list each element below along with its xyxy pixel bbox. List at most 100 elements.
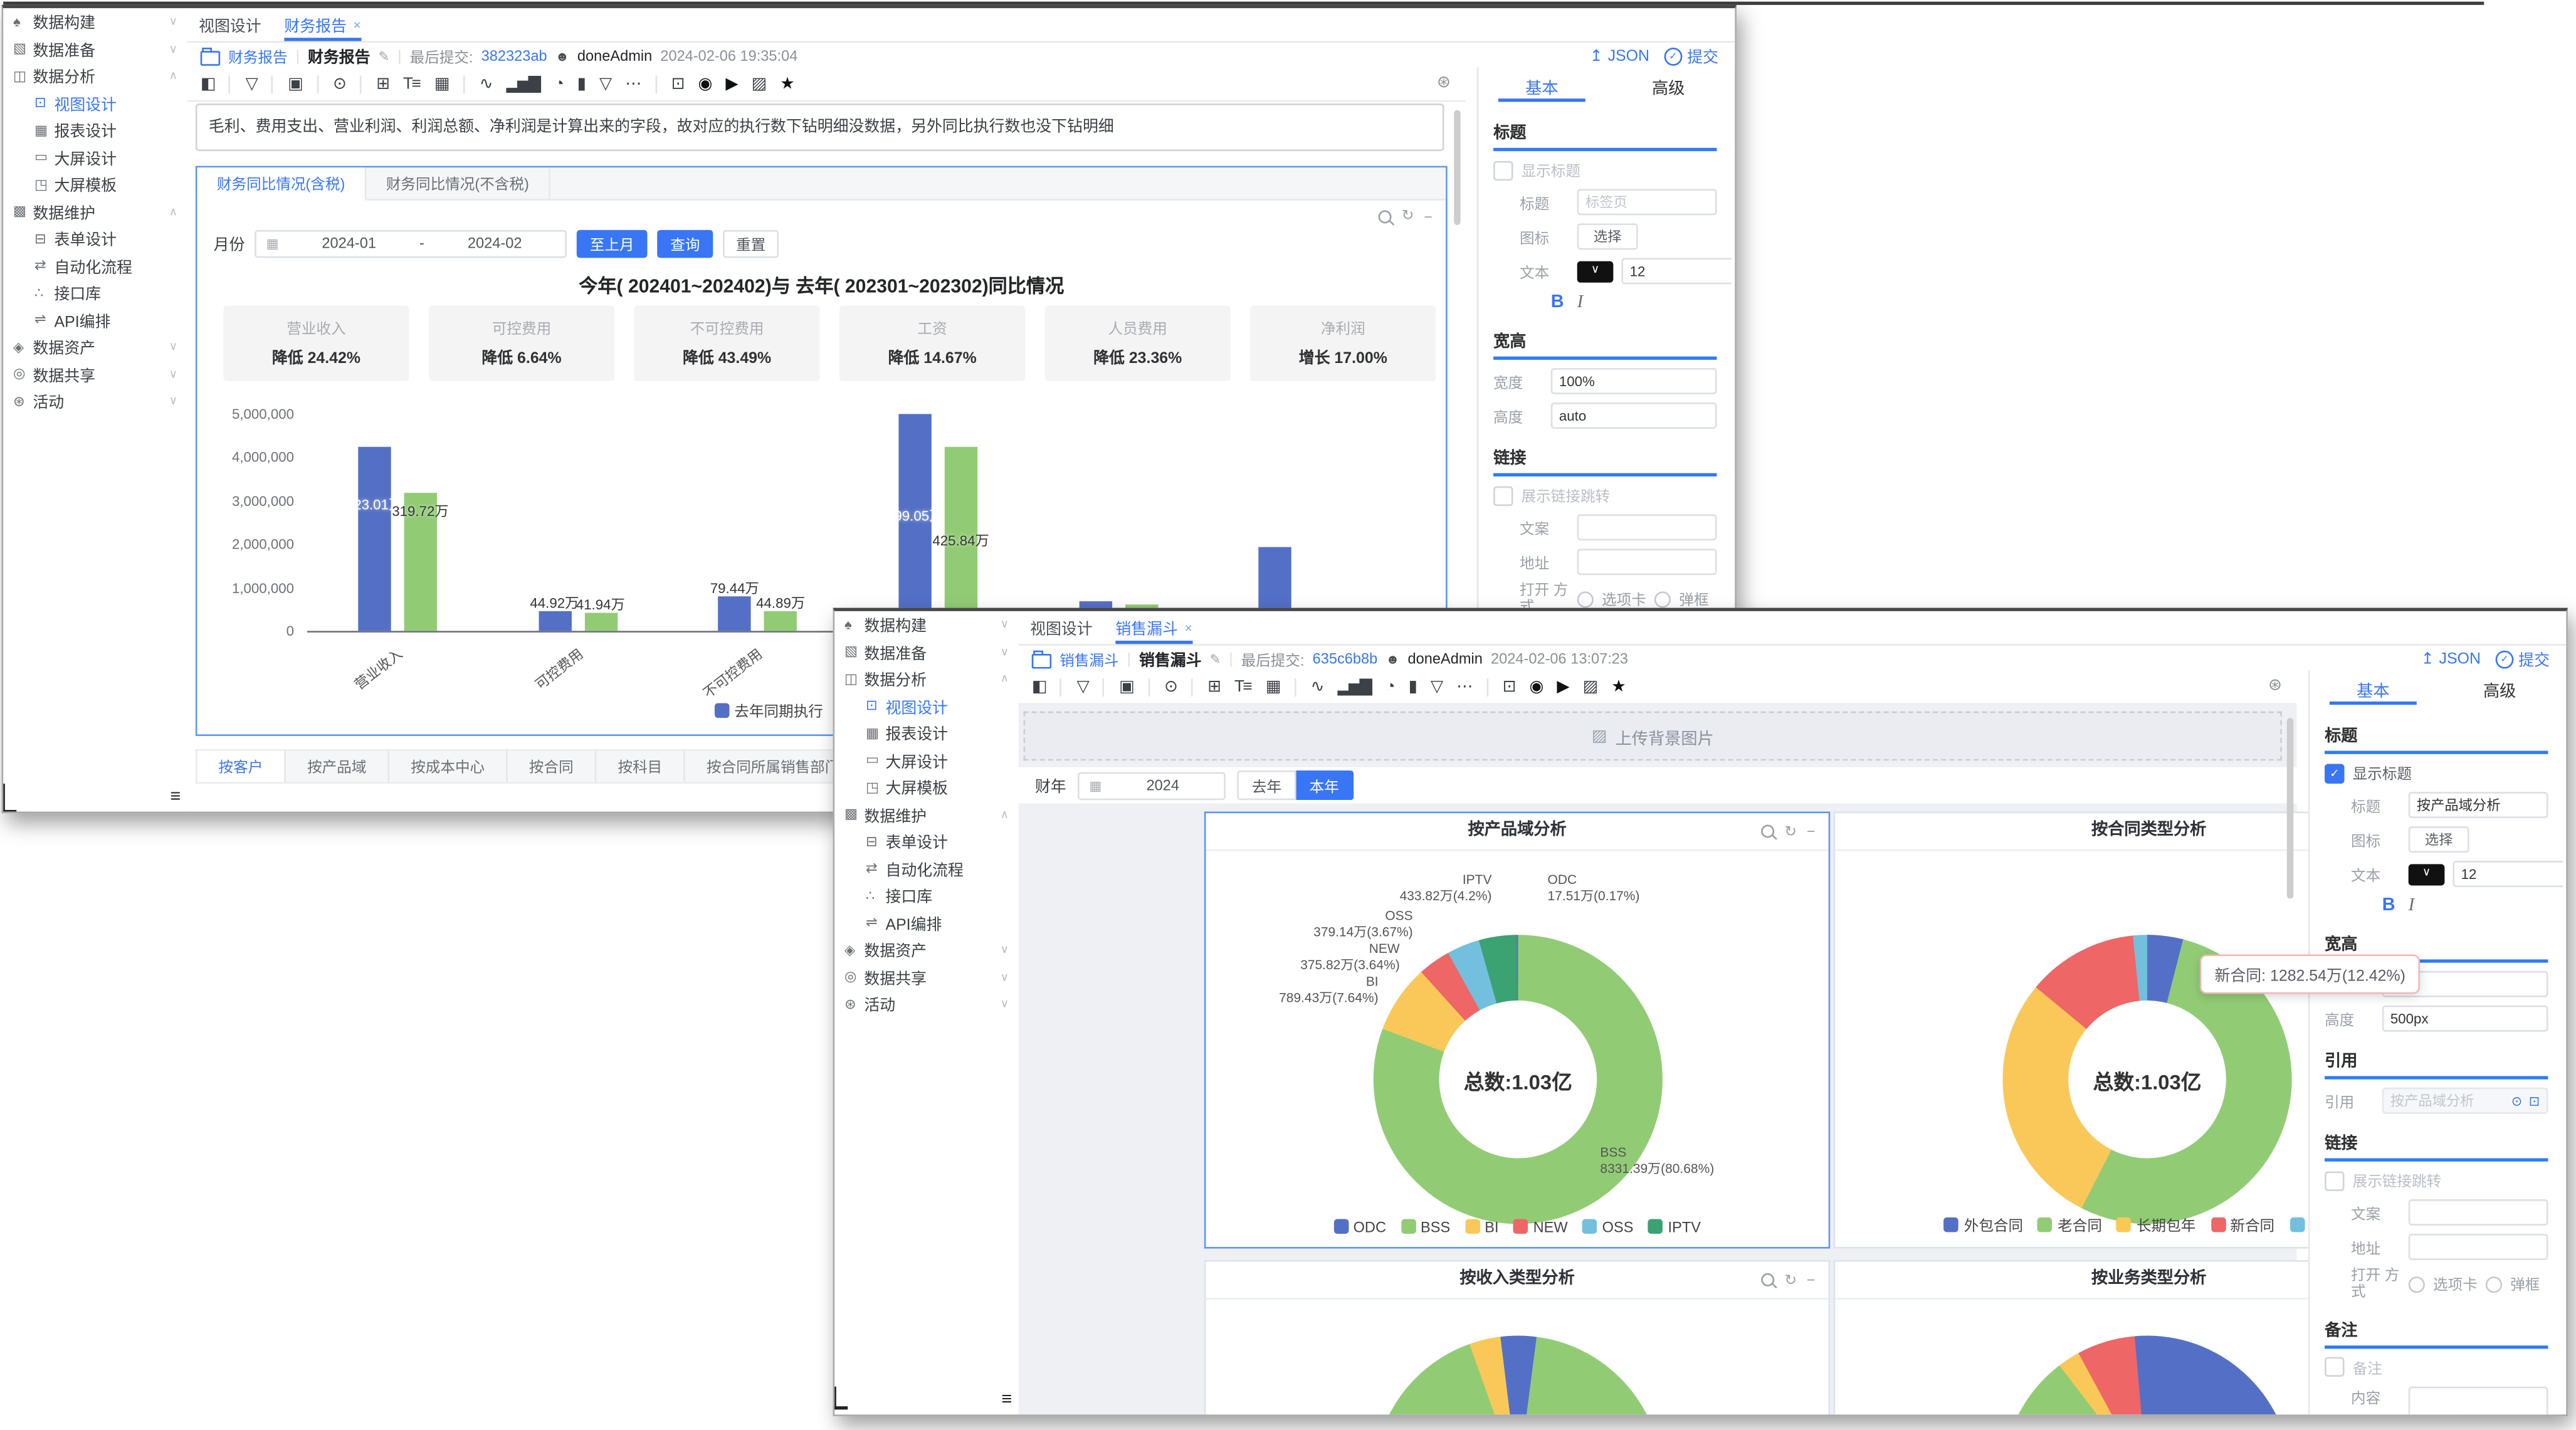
bar-营业收入-0[interactable] xyxy=(357,447,391,631)
zoom-icon[interactable] xyxy=(1761,1273,1775,1286)
favorite-icon[interactable]: ★ xyxy=(780,75,794,93)
collapse-icon[interactable]: − xyxy=(1806,823,1816,840)
reference-input[interactable]: 按产品域分析 ⊙ ⊡ xyxy=(2382,1087,2548,1114)
legend-item[interactable]: NEW xyxy=(1513,1219,1568,1236)
width-input[interactable] xyxy=(1550,368,1717,394)
bar-可控费用-0[interactable] xyxy=(538,611,571,631)
dimension-tab[interactable]: 按合同所属销售部门 xyxy=(685,750,863,782)
close-tab-icon[interactable]: × xyxy=(353,17,361,33)
card-income-type[interactable]: 按收入类型分析 ↻ − xyxy=(1204,1259,1831,1415)
funnel-icon[interactable]: ▽ xyxy=(599,75,612,93)
breadcrumb-folder[interactable]: 销售漏斗 xyxy=(1059,651,1119,668)
legend-item[interactable]: BSS xyxy=(1401,1219,1450,1236)
sidebar-item[interactable]: ⇌ API编排 xyxy=(834,909,1019,936)
chevron-icon[interactable]: ∨ xyxy=(169,16,178,29)
chevron-icon[interactable]: ∨ xyxy=(1000,999,1009,1011)
legend-item[interactable]: 长期包年 xyxy=(2116,1214,2195,1236)
height-input[interactable] xyxy=(2382,1005,2548,1032)
breadcrumb-folder[interactable]: 财务报告 xyxy=(228,48,288,65)
edit-icon[interactable]: ⊡ xyxy=(2528,1093,2540,1108)
reset-button[interactable]: 重置 xyxy=(723,229,779,258)
blocks-icon[interactable]: ▦ xyxy=(1265,677,1281,696)
gear-icon[interactable]: ⊛ xyxy=(1436,73,1451,92)
bar-不可控费用-1[interactable] xyxy=(764,611,797,631)
business-type-pie[interactable] xyxy=(2002,1335,2292,1415)
stat-card[interactable]: 净利润 增长 17.00% xyxy=(1250,305,1436,381)
sidebar-item[interactable]: ∴ 接口库 xyxy=(3,279,187,306)
sidebar-item[interactable]: ◎ 数据共享 ∨ xyxy=(834,964,1019,991)
legend-item[interactable]: IPTV xyxy=(1648,1219,1701,1236)
sidebar-item[interactable]: ◫ 数据分析 ∧ xyxy=(834,665,1019,692)
chevron-icon[interactable]: ∨ xyxy=(169,44,178,56)
play-icon[interactable]: ▶ xyxy=(725,75,738,93)
refresh-icon[interactable]: ↻ xyxy=(1784,822,1797,839)
bar-chart-icon[interactable]: ▂▅▇ xyxy=(1337,677,1372,696)
legend-item[interactable]: OSS xyxy=(1582,1219,1634,1236)
more-icon[interactable]: ⋯ xyxy=(625,75,641,93)
collapse-icon[interactable]: − xyxy=(1806,1271,1816,1288)
chevron-icon[interactable]: ∨ xyxy=(1000,972,1009,984)
italic-button[interactable]: I xyxy=(2408,895,2415,915)
sidebar-item[interactable]: ⇄ 自动化流程 xyxy=(834,855,1019,882)
link-icon[interactable]: ⊙ xyxy=(316,75,347,93)
tab-view-design[interactable]: 视图设计 xyxy=(199,18,261,36)
sidebar-item[interactable]: ⊟ 表单设计 xyxy=(3,225,187,252)
sidebar-item[interactable]: ▧ 数据准备 ∨ xyxy=(834,638,1019,665)
font-color-select[interactable]: ∨ xyxy=(1577,260,1614,282)
text-icon[interactable]: T≡ xyxy=(403,75,421,93)
legend-item[interactable]: BI xyxy=(1464,1219,1499,1236)
export-json-button[interactable]: ↥ JSON xyxy=(1589,46,1649,65)
panel-tab-basic[interactable]: 基本 xyxy=(1478,67,1605,102)
chevron-icon[interactable]: ∧ xyxy=(169,206,178,218)
play-icon[interactable]: ▶ xyxy=(1557,677,1569,696)
chevron-icon[interactable]: ∨ xyxy=(169,369,178,381)
title-input[interactable] xyxy=(2408,792,2548,819)
sidebar-item[interactable]: ∴ 接口库 xyxy=(834,882,1019,909)
sidebar-item[interactable]: ◳ 大屏模板 xyxy=(834,774,1019,801)
chevron-icon[interactable]: ∧ xyxy=(1000,809,1009,821)
query-button[interactable]: 查询 xyxy=(657,229,713,258)
dimension-tab[interactable]: 按产品域 xyxy=(286,750,390,782)
stat-card[interactable]: 不可控费用 降低 43.49% xyxy=(634,305,820,381)
more-icon[interactable]: ⋯ xyxy=(1456,677,1473,696)
table-icon[interactable]: ⊞ xyxy=(359,75,390,93)
blocks-icon[interactable]: ▦ xyxy=(434,75,450,93)
sidebar-item[interactable]: ▭ 大屏设计 xyxy=(3,144,187,171)
tab-view-design[interactable]: 视图设计 xyxy=(1030,621,1093,639)
stat-card[interactable]: 可控费用 降低 6.64% xyxy=(428,305,615,381)
open-tab-radio[interactable] xyxy=(2408,1276,2425,1293)
edit-title-icon[interactable]: ✎ xyxy=(1209,651,1221,666)
sidebar-item[interactable]: ◳ 大屏模板 xyxy=(3,171,187,198)
layout-icon[interactable]: ◧ xyxy=(1031,677,1048,696)
chevron-icon[interactable]: ∨ xyxy=(1000,646,1009,659)
image-icon[interactable]: ▨ xyxy=(1582,677,1599,696)
record-icon[interactable]: ◉ xyxy=(1529,677,1544,696)
chevron-icon[interactable]: ∧ xyxy=(1000,674,1009,686)
line-chart-icon[interactable]: ∿ xyxy=(463,75,493,93)
close-tab-icon[interactable]: × xyxy=(1184,620,1192,635)
dimension-tab[interactable]: 按科目 xyxy=(596,750,685,782)
description-text-widget[interactable]: 毛利、费用支出、营业利润、利润总额、净利润是计算出来的字段，故对应的执行数下钻明… xyxy=(195,103,1444,152)
chevron-icon[interactable]: ∨ xyxy=(1000,619,1009,631)
bold-button[interactable]: B xyxy=(1550,292,1564,312)
note-content-textarea[interactable] xyxy=(2408,1386,2548,1415)
filter-icon[interactable]: ▽ xyxy=(1060,677,1090,696)
text-icon[interactable]: T≡ xyxy=(1234,677,1253,696)
legend-item[interactable]: 外包合同 xyxy=(1944,1214,2023,1236)
record-icon[interactable]: ◉ xyxy=(698,75,713,93)
line-chart-icon[interactable]: ∿ xyxy=(1294,677,1325,696)
legend-item[interactable]: ODC xyxy=(1333,1219,1386,1236)
column-chart-icon[interactable]: ▮ xyxy=(577,75,586,93)
pie-chart-icon[interactable]: ◔ xyxy=(1385,677,1396,696)
edit-title-icon[interactable]: ✎ xyxy=(378,48,390,63)
tab-icon[interactable]: ▣ xyxy=(1102,677,1135,696)
sidebar-item[interactable]: ◫ 数据分析 ∧ xyxy=(3,63,187,90)
font-size-input[interactable] xyxy=(1621,258,1732,285)
show-title-checkbox[interactable] xyxy=(1493,160,1513,180)
panel-tab-basic[interactable]: 基本 xyxy=(2310,670,2436,705)
commit-hash[interactable]: 635c6b8b xyxy=(1312,650,1378,667)
year-input[interactable]: ▦ 2024 xyxy=(1078,771,1226,799)
table-icon[interactable]: ⊞ xyxy=(1191,677,1221,696)
upload-background-dropzone[interactable]: ▨ 上传背景图片 xyxy=(1023,711,2282,761)
height-input[interactable] xyxy=(1550,402,1717,429)
